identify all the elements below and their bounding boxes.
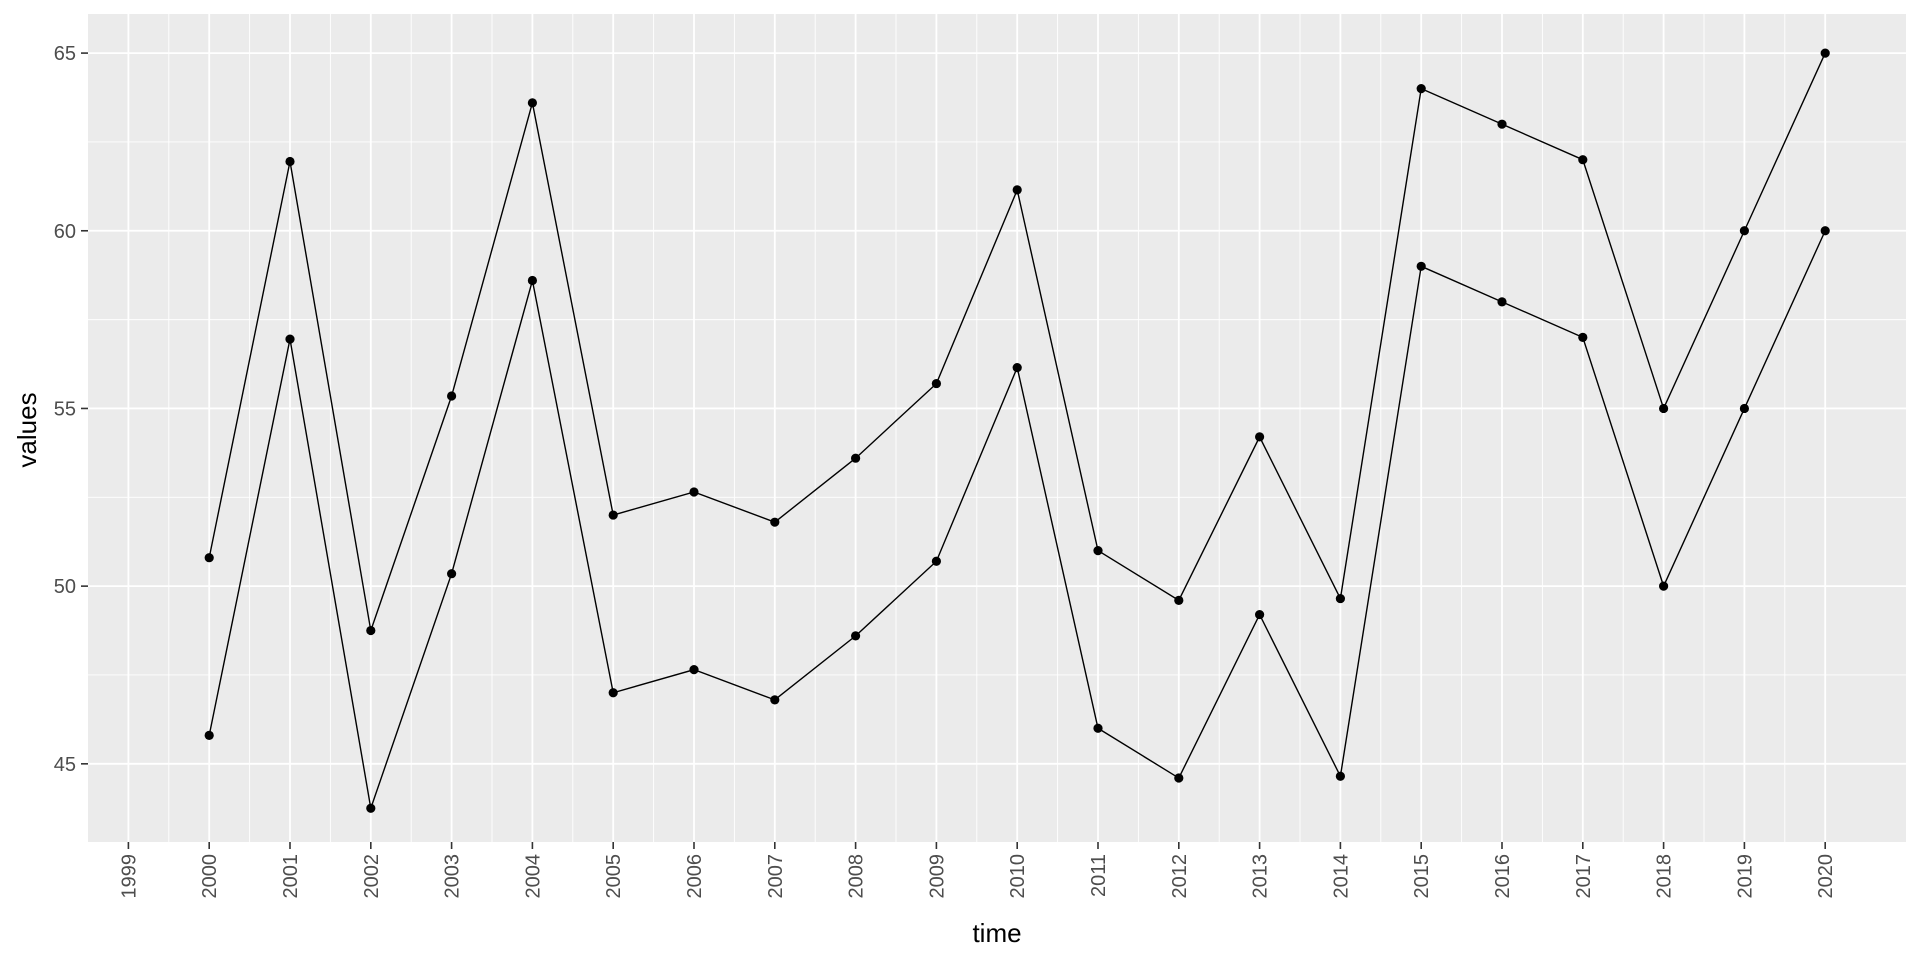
series-1-point — [851, 453, 861, 463]
series-1-point — [689, 487, 699, 497]
series-1-point — [1335, 593, 1345, 604]
axis-ticks — [81, 52, 1826, 849]
series-1-point — [1174, 595, 1184, 605]
series-1-point — [1659, 403, 1669, 414]
x-tick-label: 2001 — [280, 854, 302, 899]
x-tick-label: 2020 — [1815, 854, 1837, 899]
y-tick-label: 50 — [54, 576, 76, 598]
plot-panel — [88, 14, 1906, 842]
y-tick-label: 60 — [54, 221, 76, 243]
minor-gridlines — [88, 14, 1906, 842]
x-tick-label: 2011 — [1088, 854, 1110, 897]
x-tick-label: 2000 — [199, 854, 221, 899]
series-1-point — [366, 625, 376, 636]
x-tick-label: 2006 — [684, 854, 706, 899]
series-2-point — [931, 556, 942, 566]
series-2-point — [1739, 403, 1749, 414]
series-1-point — [931, 378, 942, 389]
series-2-point — [1174, 773, 1184, 783]
x-tick-label: 2007 — [765, 854, 787, 899]
series-1-point — [527, 98, 538, 108]
series-2-point — [366, 803, 376, 813]
x-tick-labels: 1999 2000 2001 2002 2003 2004 2005 2006 2007 2008… — [118, 854, 1837, 899]
series-1-point — [1820, 48, 1830, 58]
series-layer — [204, 48, 1830, 813]
series-2-point — [1497, 297, 1507, 307]
y-tick-label: 55 — [54, 398, 76, 420]
series-2-point — [1335, 771, 1345, 781]
x-tick-label: 2010 — [1007, 854, 1029, 899]
series-2-point — [770, 695, 780, 705]
series-2-point — [1012, 362, 1022, 373]
series-1-point — [1255, 432, 1265, 442]
y-axis-title: values — [12, 392, 42, 467]
x-axis-title: time — [972, 918, 1021, 948]
series-1-point — [608, 510, 618, 520]
x-tick-label: 2002 — [361, 854, 383, 899]
series-2-point — [1093, 723, 1103, 733]
series-2-point — [851, 631, 861, 641]
series-1-point — [1093, 546, 1103, 556]
x-tick-label: 2014 — [1330, 854, 1352, 899]
major-gridlines — [88, 14, 1906, 842]
series-2-point — [204, 730, 214, 740]
series-2-point — [1416, 261, 1426, 271]
series-1-point — [285, 156, 295, 167]
x-tick-label: 2008 — [846, 854, 868, 899]
x-tick-label: 2009 — [926, 854, 948, 899]
y-tick-label: 45 — [54, 754, 76, 776]
y-tick-labels: 45 50 55 60 65 — [54, 43, 76, 776]
x-tick-label: 2004 — [522, 854, 544, 899]
series-1-point — [770, 517, 780, 527]
x-tick-label: 2012 — [1169, 854, 1191, 899]
series-1-point — [1012, 185, 1022, 195]
x-tick-label: 1999 — [118, 854, 140, 899]
series-2-point — [608, 688, 618, 698]
series-1-point — [1739, 226, 1749, 236]
x-tick-label: 2013 — [1250, 854, 1272, 899]
y-tick-label: 65 — [54, 43, 76, 65]
x-tick-label: 2015 — [1411, 854, 1433, 899]
series-2-point — [689, 665, 699, 675]
series-1-point — [1416, 84, 1426, 94]
series-2-point — [1578, 332, 1588, 342]
x-tick-label: 2016 — [1492, 854, 1514, 899]
series-2-point — [527, 275, 538, 286]
x-tick-label: 2018 — [1654, 854, 1676, 899]
series-1-point — [204, 553, 214, 563]
x-tick-label: 2017 — [1573, 854, 1595, 899]
series-2-point — [1255, 609, 1265, 620]
x-tick-label: 2019 — [1734, 854, 1756, 899]
x-tick-label: 2003 — [442, 854, 464, 899]
series-2-point — [285, 334, 295, 344]
series-2-point — [447, 569, 457, 579]
series-2-point — [1659, 581, 1669, 591]
series-1-point — [1578, 155, 1588, 165]
series-2-point — [1820, 226, 1830, 236]
x-tick-label: 2005 — [603, 854, 625, 899]
series-1-point — [447, 391, 457, 401]
series-1-point — [1497, 119, 1507, 129]
